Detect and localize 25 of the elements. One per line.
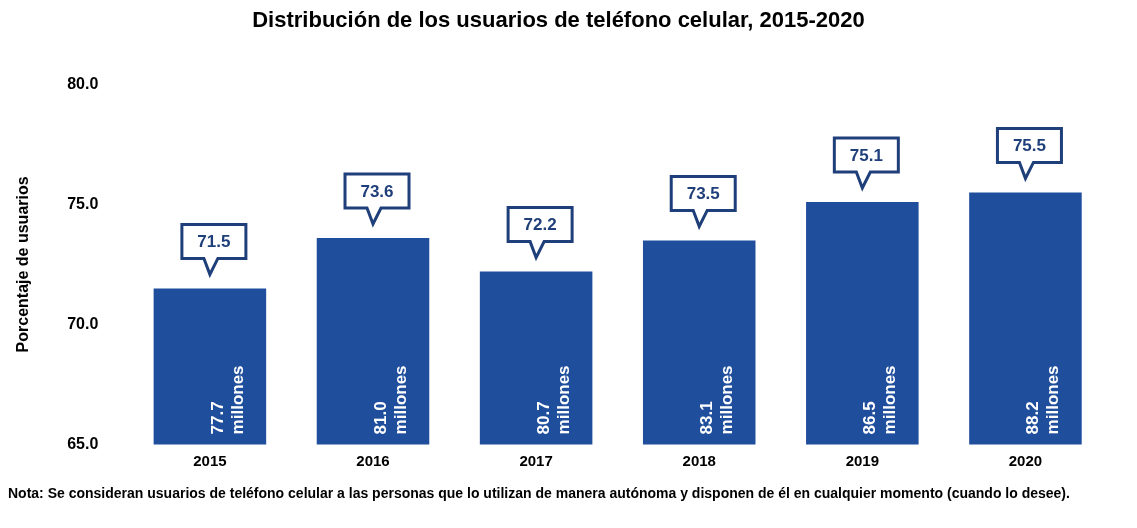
y-tick-label: 75.0 [67,194,99,212]
y-tick-label: 80.0 [67,74,99,92]
x-tick-label: 2020 [1008,451,1043,469]
data-label: 71.5 [197,232,231,252]
x-tick-label: 2018 [682,451,716,469]
data-label: 72.2 [523,215,557,235]
annotation: 88.2 millones [1023,365,1063,435]
x-tick-label: 2017 [519,451,553,469]
annotation: 81.0 millones [370,365,410,435]
y-tick-label: 70.0 [67,314,99,332]
x-tick-label: 2016 [356,451,390,469]
chart-title: Distribución de los usuarios de teléfono celular, 2015-2020 [252,7,865,33]
text: Nota: Se consideran usuarios de teléfono celular a las personas que lo utilizan de manera autónoma y disponen de él en cualquier momento (cuando lo desee). [8,485,1071,501]
x-tick-label: 2015 [193,451,227,469]
x-tick-label: 2019 [845,451,880,469]
data-label: 75.5 [1012,136,1046,156]
annotation: 83.1 millones [696,365,736,435]
annotation: 80.7 millones [533,365,573,435]
annotation: 86.5 millones [860,365,900,435]
y-axis-title: Porcentaje de usuarios [14,176,32,353]
y-tick-label: 65.0 [67,434,99,452]
data-label: 73.6 [360,181,394,201]
data-label: 73.5 [686,184,720,204]
annotation: 77.7 millones [207,365,247,435]
data-label: 75.1 [849,145,883,165]
